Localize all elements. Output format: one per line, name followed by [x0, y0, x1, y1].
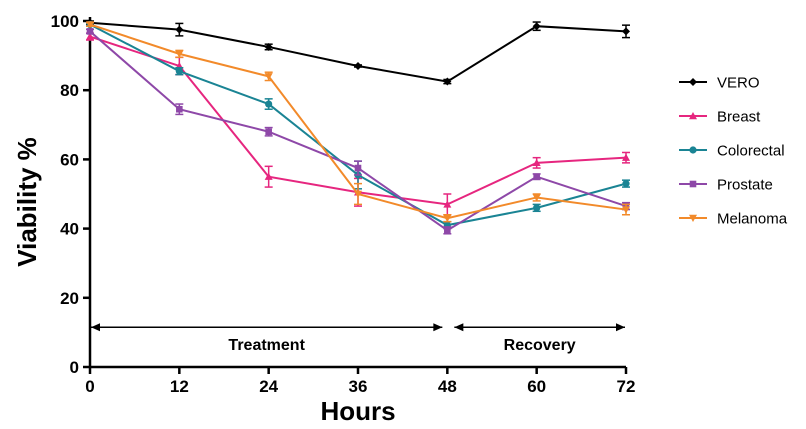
legend-item-vero: VERO: [679, 75, 760, 92]
y-tick-label: 20: [60, 289, 79, 308]
legend-item-melanoma: Melanoma: [679, 211, 788, 228]
y-tick-label: 40: [60, 220, 79, 239]
legend-label: Colorectal: [717, 143, 785, 160]
x-tick-label: 0: [85, 377, 94, 396]
data-point-breast: [443, 200, 452, 208]
arrow-head-left: [91, 323, 100, 332]
y-tick-label: 80: [60, 81, 79, 100]
data-point-vero: [175, 25, 184, 34]
legend-label: VERO: [717, 75, 760, 92]
legend-marker: [689, 78, 697, 86]
data-point-vero: [532, 22, 541, 31]
legend-label: Melanoma: [717, 211, 788, 228]
data-point-melanoma: [354, 190, 362, 198]
x-tick-label: 24: [259, 377, 278, 396]
data-point-breast: [622, 153, 630, 161]
data-point-melanoma: [532, 194, 541, 202]
axes: 0 20 40 60 80 100 0 12 24 36 48 60 72: [51, 12, 636, 396]
data-point-vero: [443, 77, 452, 86]
data-point-prostate: [533, 173, 540, 180]
y-tick-label: 0: [70, 358, 79, 377]
series-line-vero: [89, 21, 627, 83]
legend-item-colorectal: Colorectal: [679, 143, 785, 160]
phase-arrow-treatment: Treatment: [91, 323, 443, 354]
arrow-head-left: [454, 323, 464, 332]
x-tick-label: 36: [349, 377, 368, 396]
legend-marker: [689, 214, 697, 222]
data-point-vero: [264, 42, 273, 51]
phase-label: Recovery: [504, 337, 576, 354]
data-point-breast: [86, 32, 94, 40]
data-point-colorectal: [622, 180, 630, 188]
data-point-prostate: [176, 105, 183, 113]
arrow-head-right: [433, 323, 443, 332]
data-point-colorectal: [175, 67, 183, 75]
y-tick-label: 100: [51, 12, 79, 31]
x-tick-label: 72: [617, 377, 636, 396]
data-point-vero: [622, 27, 630, 36]
data-point-melanoma: [264, 73, 273, 81]
legend-label: Breast: [717, 109, 761, 126]
data-point-breast: [532, 158, 541, 167]
data-point-prostate: [86, 28, 94, 35]
series-prostate: [86, 28, 630, 235]
series-group: [86, 18, 630, 235]
legend-label: Prostate: [717, 177, 773, 194]
y-tick-label: 60: [60, 150, 79, 169]
data-point-breast: [264, 172, 273, 180]
x-axis-title: Hours: [320, 396, 395, 426]
y-axis-title: Viability %: [12, 137, 42, 267]
legend: VERO Breast Colorectal Prostate Melanoma: [679, 75, 788, 228]
phase-label: Treatment: [228, 337, 305, 354]
legend-item-breast: Breast: [679, 109, 761, 126]
legend-marker: [689, 112, 697, 120]
phase-arrow-recovery: Recovery: [454, 323, 625, 354]
series-vero: [86, 18, 630, 86]
legend-marker: [689, 146, 697, 154]
x-tick-label: 60: [527, 377, 546, 396]
series-melanoma: [86, 21, 630, 223]
data-point-melanoma: [622, 206, 630, 214]
legend-item-prostate: Prostate: [679, 177, 773, 194]
arrow-head-right: [616, 323, 625, 332]
legend-marker: [689, 180, 697, 188]
data-point-melanoma: [443, 215, 452, 223]
data-point-prostate: [354, 164, 362, 172]
data-point-melanoma: [175, 50, 184, 58]
data-point-colorectal: [533, 204, 541, 212]
x-tick-label: 12: [170, 377, 189, 396]
data-point-prostate: [444, 227, 451, 234]
data-point-prostate: [265, 128, 272, 136]
phase-annotations: Treatment Recovery: [91, 323, 625, 354]
x-tick-label: 48: [438, 377, 457, 396]
data-point-melanoma: [86, 21, 94, 29]
data-point-colorectal: [265, 100, 273, 108]
data-point-vero: [354, 61, 362, 70]
